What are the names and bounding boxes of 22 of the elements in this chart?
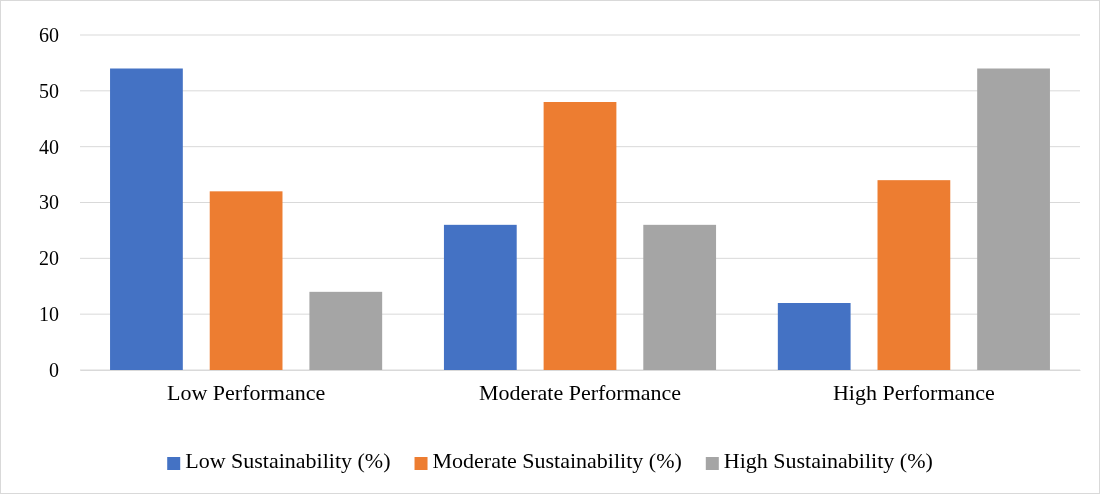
y-tick-label: 30 — [39, 191, 59, 214]
x-tick-label: High Performance — [832, 379, 995, 405]
bar — [777, 303, 851, 370]
legend-label: High Sustainability (%) — [723, 448, 933, 473]
y-tick-label: 10 — [39, 303, 59, 326]
y-tick-label: 20 — [39, 247, 59, 270]
legend-label: Moderate Sustainability (%) — [432, 448, 682, 473]
x-tick-label: Moderate Performance — [478, 379, 682, 405]
bar — [309, 291, 383, 370]
y-tick-label: 0 — [49, 358, 59, 381]
y-tick-label: 60 — [39, 23, 59, 46]
bar — [209, 191, 283, 370]
bar — [543, 102, 617, 370]
y-tick-label: 50 — [39, 79, 59, 102]
bar — [977, 68, 1050, 370]
x-tick-label: Low Performance — [167, 379, 326, 405]
bar — [110, 68, 183, 370]
bar — [443, 224, 517, 370]
bar — [643, 224, 717, 370]
bar — [877, 180, 951, 370]
y-tick-label: 40 — [39, 135, 59, 158]
legend-label: Low Sustainability (%) — [185, 448, 391, 473]
